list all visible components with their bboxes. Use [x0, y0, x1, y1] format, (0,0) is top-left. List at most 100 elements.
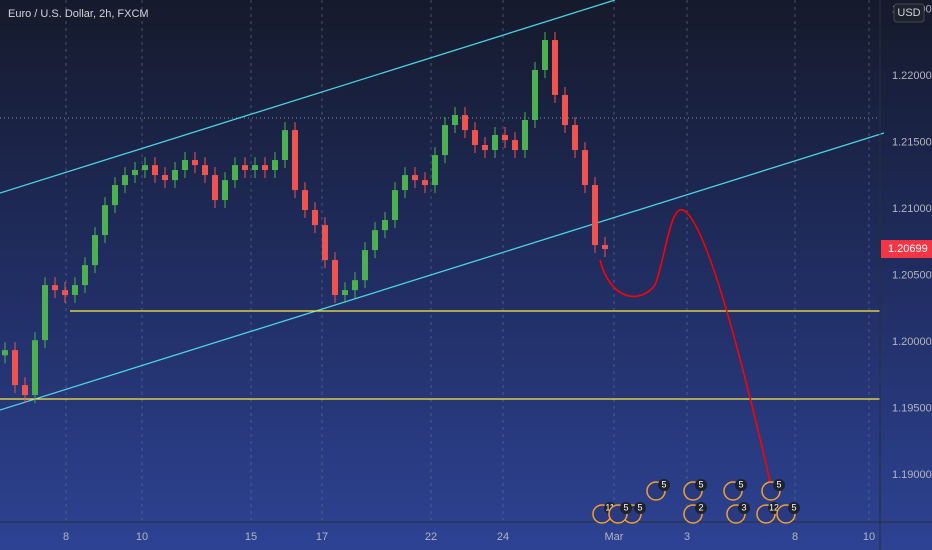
- candle-body: [452, 115, 458, 126]
- candle-body: [2, 350, 8, 356]
- x-tick-label: 15: [245, 531, 257, 543]
- candle-body: [142, 165, 148, 171]
- event-badge[interactable]: [773, 479, 785, 491]
- candle-body: [222, 180, 228, 201]
- x-tick-label: 8: [63, 531, 69, 543]
- event-count[interactable]: 5: [661, 479, 666, 489]
- currency-button[interactable]: [893, 3, 925, 23]
- event-count[interactable]: 5: [637, 502, 642, 512]
- candle-body: [192, 160, 198, 166]
- event-badge[interactable]: [738, 502, 750, 514]
- candle-body: [242, 165, 248, 171]
- candle-body: [512, 140, 518, 151]
- candle-body: [262, 165, 268, 171]
- candle-body: [62, 290, 68, 296]
- event-count[interactable]: 11: [605, 502, 614, 512]
- event-badge[interactable]: [695, 479, 707, 491]
- candle-body: [92, 235, 98, 266]
- event-badge[interactable]: [735, 479, 747, 491]
- candle-body: [582, 150, 588, 186]
- candle-body: [162, 175, 168, 181]
- candle-body: [462, 115, 468, 131]
- candle-body: [42, 285, 48, 341]
- candle-body: [82, 265, 88, 286]
- x-tick-label: 17: [316, 531, 328, 543]
- candle-body: [322, 225, 328, 261]
- candle-body: [442, 125, 448, 156]
- y-tick-label: 1.19500: [892, 402, 932, 414]
- candle-body: [592, 185, 598, 246]
- x-tick-label: 8: [792, 531, 798, 543]
- candle-body: [412, 175, 418, 181]
- x-tick-label: 22: [425, 531, 437, 543]
- candle-body: [352, 280, 358, 291]
- event-count[interactable]: 5: [738, 479, 743, 489]
- candle-body: [292, 130, 298, 191]
- candle-body: [202, 165, 208, 176]
- candle-body: [172, 170, 178, 181]
- event-count[interactable]: 5: [776, 479, 781, 489]
- x-tick-label: 10: [136, 531, 148, 543]
- event-badge[interactable]: [634, 502, 646, 514]
- chart-title: Euro / U.S. Dollar, 2h, FXCM: [8, 8, 149, 20]
- candle-body: [362, 250, 368, 281]
- candle-body: [182, 160, 188, 171]
- candle-body: [522, 119, 528, 151]
- event-count[interactable]: 12: [769, 502, 779, 512]
- candle-body: [102, 205, 108, 236]
- projection-path: [599, 209, 773, 491]
- candle-body: [342, 290, 348, 296]
- candle-body: [232, 165, 238, 181]
- candle-body: [422, 180, 428, 186]
- candle-body: [432, 155, 438, 186]
- price-label: 1.20699: [888, 243, 928, 255]
- event-badge[interactable]: [788, 502, 800, 514]
- candle-body: [282, 130, 288, 161]
- candle-body: [12, 350, 18, 386]
- candle-body: [112, 185, 118, 206]
- y-tick-label: 1.22000: [892, 70, 932, 82]
- candle-body: [542, 40, 548, 70]
- y-tick-label: 1.19000: [892, 469, 932, 481]
- y-tick-label: 1.20000: [892, 336, 932, 348]
- event-badge[interactable]: [620, 502, 632, 514]
- candle-body: [382, 220, 388, 231]
- candle-body: [332, 260, 338, 296]
- candle-body: [372, 230, 378, 251]
- x-tick-label: 24: [497, 531, 509, 543]
- y-tick-label: 1.21000: [892, 203, 932, 215]
- candle-body: [132, 170, 138, 176]
- event-badge[interactable]: [695, 502, 707, 514]
- x-tick-label: 10: [863, 531, 875, 543]
- candle-body: [32, 340, 38, 396]
- currency-label[interactable]: USD: [897, 7, 920, 19]
- candle-body: [572, 125, 578, 151]
- candle-body: [122, 175, 128, 186]
- y-tick-label: 1.21500: [892, 136, 932, 148]
- event-count[interactable]: 5: [698, 479, 703, 489]
- candle-body: [52, 285, 58, 291]
- candle-body: [22, 385, 28, 396]
- price-label-bg: [881, 240, 932, 259]
- candle-body: [272, 160, 278, 171]
- candle-body: [392, 190, 398, 221]
- candle-body: [312, 210, 318, 226]
- candle-body: [302, 190, 308, 211]
- candle-body: [492, 135, 498, 151]
- candle-body: [602, 245, 608, 250]
- event-count[interactable]: 5: [791, 502, 796, 512]
- channel-lower: [0, 132, 885, 411]
- event-count[interactable]: 5: [623, 502, 628, 512]
- candle-body: [472, 130, 478, 145]
- event-count[interactable]: 3: [741, 502, 746, 512]
- candle-body: [552, 40, 558, 95]
- x-tick-label: Mar: [605, 531, 624, 543]
- channel-upper: [0, 0, 616, 194]
- x-tick-label: 3: [684, 531, 690, 543]
- candle-body: [402, 175, 408, 191]
- event-count[interactable]: 2: [698, 502, 703, 512]
- candle-body: [212, 175, 218, 201]
- event-badge[interactable]: [658, 479, 670, 491]
